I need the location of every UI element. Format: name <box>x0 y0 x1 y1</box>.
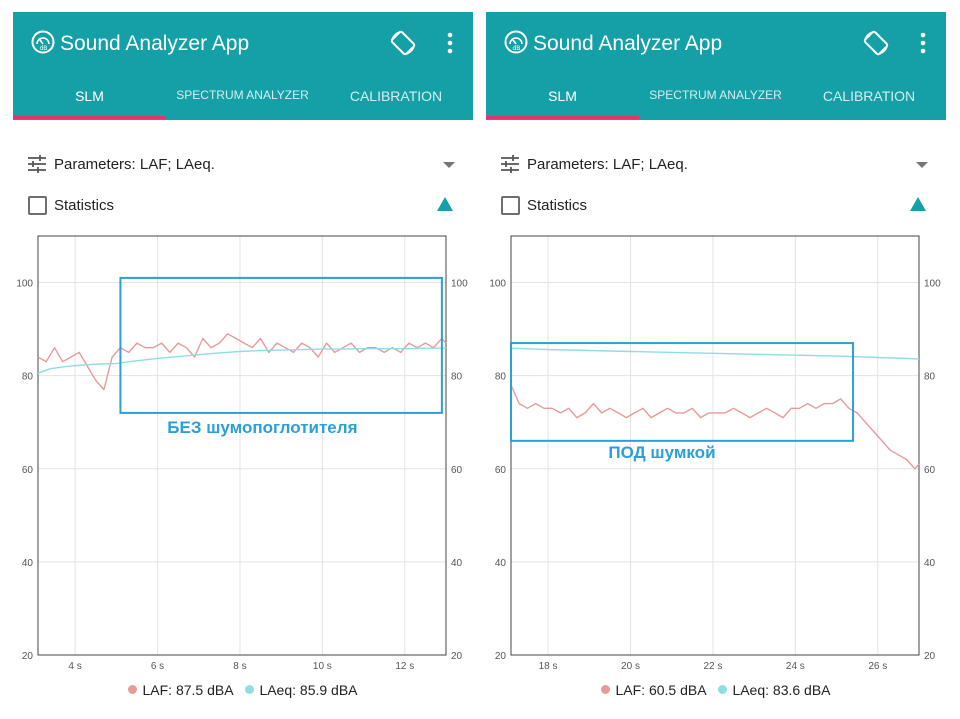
tune-sliders-icon <box>501 155 519 173</box>
screen-rotation-icon[interactable] <box>388 28 418 58</box>
sound-meter-icon: dB <box>504 30 528 54</box>
statistics-checkbox[interactable] <box>501 196 520 215</box>
app-bar: dB Sound Analyzer App SLM SPECTRUM ANALY… <box>486 12 946 120</box>
sound-meter-icon: dB <box>31 30 55 54</box>
screenshot-left: dB Sound Analyzer App SLM SPECTRUM ANALY… <box>13 0 473 719</box>
legend-dot <box>245 685 255 694</box>
y-tick-label-left: 40 <box>495 558 507 569</box>
y-tick-label-right: 60 <box>451 465 463 476</box>
statistics-row: Statistics <box>500 193 930 219</box>
dropdown-arrow-icon[interactable] <box>916 162 928 168</box>
more-options-icon[interactable] <box>438 30 462 56</box>
legend-dot <box>128 685 138 694</box>
y-tick-label-right: 40 <box>451 558 463 569</box>
tune-sliders-icon <box>28 155 46 173</box>
plot-frame <box>37 235 447 656</box>
active-tab-indicator <box>13 116 166 119</box>
active-tab-indicator <box>486 116 639 119</box>
y-tick-label-left: 40 <box>22 558 34 569</box>
legend-label-laeq: LAeq: 83.6 dBA <box>732 682 831 698</box>
statistics-row: Statistics <box>27 193 457 219</box>
legend-item-laeq: LAeq: 83.6 dBA <box>718 682 831 698</box>
parameters-label: Parameters: LAF; LAeq. <box>527 156 688 173</box>
series-line-laeq <box>37 347 446 374</box>
y-tick-label-right: 60 <box>924 465 936 476</box>
legend-label-laeq: LAeq: 85.9 dBA <box>259 682 358 698</box>
tab-spectrum-analyzer[interactable]: SPECTRUM ANALYZER <box>649 88 782 102</box>
y-tick-label-right: 40 <box>924 558 936 569</box>
highlight-box <box>119 276 443 414</box>
x-tick-label: 8 s <box>233 661 246 672</box>
series-line-laf <box>37 333 447 391</box>
more-options-icon[interactable] <box>911 30 935 56</box>
x-tick-label: 10 s <box>313 661 332 672</box>
legend-dot <box>601 685 611 694</box>
level-chart: 20 20 40 40 60 60 80 80 100 100 18 s 20 s 22 s 24 s 26… <box>489 235 941 672</box>
x-tick-label: 6 s <box>151 661 164 672</box>
x-tick-label: 24 s <box>786 661 805 672</box>
legend-item-laeq: LAeq: 85.9 dBA <box>245 682 358 698</box>
parameters-dropdown[interactable]: Parameters: LAF; LAeq. <box>500 152 930 178</box>
plot-frame <box>510 235 920 656</box>
annotation-label: БЕЗ шумопоглотителя <box>167 418 357 437</box>
tab-spectrum-analyzer[interactable]: SPECTRUM ANALYZER <box>176 88 309 102</box>
y-tick-label-left: 80 <box>495 372 507 383</box>
level-chart: 20 20 40 40 60 60 80 80 100 100 4 s 6 s 8 s 10 s 12 s Б… <box>16 235 468 672</box>
y-tick-label-left: 100 <box>489 279 506 290</box>
dropdown-arrow-icon[interactable] <box>443 162 455 168</box>
statistics-label: Statistics <box>54 197 115 214</box>
x-tick-label: 4 s <box>68 661 81 672</box>
series-line-laeq <box>510 347 920 360</box>
statistics-label: Statistics <box>527 197 588 214</box>
svg-text:dB: dB <box>40 45 48 52</box>
parameters-label: Parameters: LAF; LAeq. <box>54 156 215 173</box>
y-tick-label-left: 100 <box>16 279 33 290</box>
y-tick-label-right: 100 <box>451 279 468 290</box>
x-tick-label: 18 s <box>539 661 558 672</box>
y-tick-label-right: 80 <box>924 372 936 383</box>
y-tick-label-right: 80 <box>451 372 463 383</box>
screenshot-right: dB Sound Analyzer App SLM SPECTRUM ANALY… <box>486 0 946 719</box>
app-title: Sound Analyzer App <box>533 32 723 55</box>
legend-label-laf: LAF: 60.5 dBA <box>615 682 707 698</box>
parameters-dropdown[interactable]: Parameters: LAF; LAeq. <box>27 152 457 178</box>
y-tick-label-left: 20 <box>22 651 34 662</box>
x-tick-label: 26 s <box>868 661 887 672</box>
legend-label-laf: LAF: 87.5 dBA <box>142 682 234 698</box>
tab-calibration[interactable]: CALIBRATION <box>349 88 443 104</box>
y-tick-label-left: 20 <box>495 651 507 662</box>
x-tick-label: 12 s <box>395 661 414 672</box>
legend-dot <box>718 685 728 694</box>
screen-rotation-icon[interactable] <box>861 28 891 58</box>
highlight-box <box>510 342 855 442</box>
chart-legend: LAF: 60.5 dBA LAeq: 83.6 dBA <box>486 682 946 698</box>
series-line-laf <box>510 384 920 470</box>
y-tick-label-right: 20 <box>924 651 936 662</box>
y-tick-label-right: 100 <box>924 279 941 290</box>
statistics-checkbox[interactable] <box>28 196 47 215</box>
x-tick-label: 20 s <box>621 661 640 672</box>
collapse-arrow-icon[interactable] <box>437 197 453 211</box>
chart-legend: LAF: 87.5 dBA LAeq: 85.9 dBA <box>13 682 473 698</box>
y-tick-label-left: 60 <box>22 465 34 476</box>
x-tick-label: 22 s <box>703 661 722 672</box>
app-bar: dB Sound Analyzer App SLM SPECTRUM ANALY… <box>13 12 473 120</box>
legend-item-laf: LAF: 60.5 dBA <box>601 682 707 698</box>
tab-slm[interactable]: SLM <box>548 88 577 104</box>
y-tick-label-left: 80 <box>22 372 34 383</box>
tab-slm[interactable]: SLM <box>75 88 104 104</box>
legend-item-laf: LAF: 87.5 dBA <box>128 682 234 698</box>
y-tick-label-left: 60 <box>495 465 507 476</box>
tab-calibration[interactable]: CALIBRATION <box>822 88 916 104</box>
svg-text:dB: dB <box>513 45 521 52</box>
y-tick-label-right: 20 <box>451 651 463 662</box>
app-title: Sound Analyzer App <box>60 32 250 55</box>
annotation-label: ПОД шумкой <box>608 443 715 462</box>
collapse-arrow-icon[interactable] <box>910 197 926 211</box>
